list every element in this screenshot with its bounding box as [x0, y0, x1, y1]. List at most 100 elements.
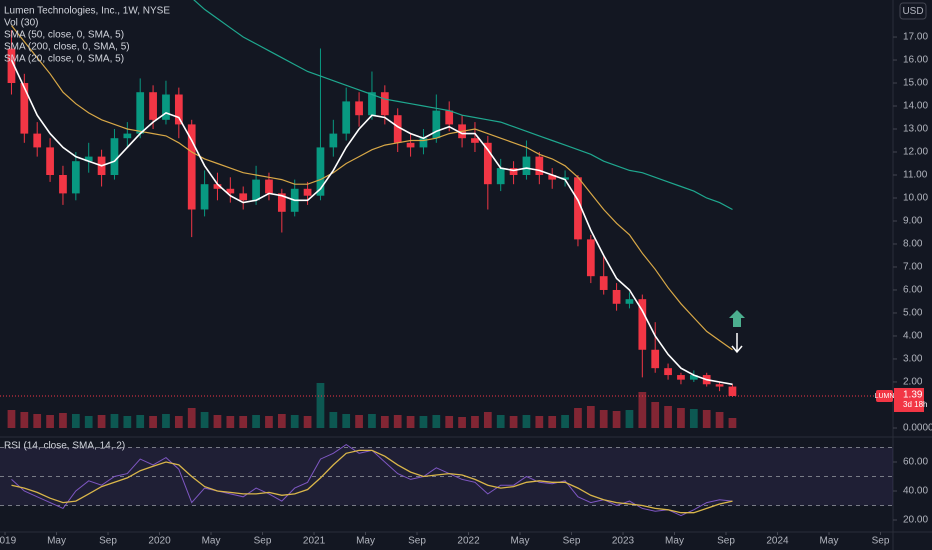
volume-bar	[303, 416, 312, 428]
y2-tick-label: 0.0000	[903, 423, 932, 434]
candle-body	[342, 101, 351, 134]
legend-entry: SMA (20, close, 0, SMA, 5)	[4, 54, 124, 65]
symbol-label: LUMN	[875, 393, 895, 400]
volume-bar	[380, 416, 389, 428]
candle-body	[496, 168, 505, 185]
candle-body	[522, 156, 531, 175]
volume-bar	[200, 412, 209, 428]
candle-body	[664, 368, 672, 376]
candle-body	[136, 92, 145, 134]
volume-bar	[445, 416, 454, 428]
y-tick-label: 9.00	[903, 216, 923, 227]
candle-body	[406, 142, 415, 148]
candle-body	[419, 138, 428, 148]
volume-bar	[677, 408, 685, 428]
candle-body	[33, 133, 42, 148]
y-tick-label: 4.00	[903, 331, 923, 342]
sma-line	[10, 59, 733, 386]
volume-bar	[419, 416, 428, 428]
symbol-tag	[876, 389, 893, 402]
up-arrow[interactable]	[729, 310, 745, 327]
y-tick-label: 7.00	[903, 262, 923, 273]
volume-bar	[290, 415, 299, 428]
volume-bar	[664, 406, 672, 428]
x-tick-label: Sep	[717, 536, 735, 547]
y-tick-label: 13.00	[903, 124, 928, 135]
y-tick-label: 17.00	[903, 32, 928, 43]
candle-body	[123, 133, 132, 139]
y-tick-label: 5.00	[903, 308, 923, 319]
candle-body	[368, 92, 376, 116]
volume-bar	[599, 410, 608, 428]
volume-bar	[728, 418, 737, 428]
x-tick-label: 2022	[457, 536, 480, 547]
volume-bar	[110, 414, 119, 428]
x-tick-label: 2020	[148, 536, 171, 547]
volume-bar	[342, 414, 351, 428]
y-tick-label: 11.00	[903, 170, 928, 181]
candle-body	[7, 48, 16, 84]
candle-body	[471, 138, 479, 143]
rsi-ma-line	[11, 449, 733, 514]
x-tick-label: 2021	[303, 536, 326, 547]
volume-bar	[638, 392, 647, 428]
volume-bar	[651, 402, 660, 428]
candle-body	[638, 299, 647, 350]
price-pane	[7, 0, 737, 428]
volume-bar	[483, 412, 492, 428]
candle-body	[651, 349, 660, 369]
volume-bar	[612, 411, 621, 428]
volume-bar	[458, 417, 466, 428]
candle-body	[316, 147, 325, 196]
candle-body	[432, 110, 441, 139]
volume-bar	[355, 415, 363, 428]
currency: USD	[902, 6, 923, 17]
candle-body	[46, 147, 54, 175]
legend-entry: SMA (50, close, 0, SMA, 5)	[4, 30, 124, 41]
rsi-band	[0, 447, 893, 506]
volume-bar	[393, 415, 402, 428]
candle-body	[586, 239, 595, 277]
volume-bar	[471, 416, 479, 428]
candle-body	[355, 101, 363, 116]
candle-body	[187, 124, 196, 210]
y-tick-label: 8.00	[903, 239, 923, 250]
candle-body	[561, 177, 569, 180]
volume-bar	[522, 415, 531, 428]
volume-bar	[277, 414, 286, 428]
x-tick-label: Sep	[99, 536, 117, 547]
rsi-y-tick-label: 40.00	[903, 486, 928, 497]
rsi-title: RSI (14, close, SMA, 14, 2)	[4, 441, 125, 452]
volume-bar	[406, 416, 415, 428]
currency-box[interactable]	[899, 2, 927, 20]
candle-body	[535, 156, 544, 175]
candle-body	[149, 92, 157, 120]
down-arrow[interactable]	[731, 333, 743, 354]
candle-body	[677, 375, 685, 380]
volume-bar	[432, 415, 441, 428]
volume-bar	[33, 414, 42, 428]
candle-body	[252, 179, 260, 201]
candle-body	[59, 174, 67, 194]
legend-entry: SMA (200, close, 0, SMA, 5)	[4, 42, 130, 53]
candle-body	[303, 188, 312, 196]
volume-bar	[586, 406, 595, 428]
candle-body	[548, 174, 557, 180]
volume-bar	[213, 415, 222, 428]
volume-bar	[702, 410, 711, 428]
volume-bar	[561, 415, 569, 428]
candle-body	[239, 193, 248, 201]
x-tick-label: Sep	[408, 536, 426, 547]
volume-bar	[46, 415, 54, 428]
candle-body	[728, 386, 737, 396]
volume-bar	[689, 409, 698, 428]
volume-bar	[535, 416, 544, 428]
chart-title: Lumen Technologies, Inc., 1W, NYSE	[4, 6, 170, 17]
candle-body	[110, 138, 119, 175]
volume-bar	[20, 412, 29, 428]
candle-body	[599, 276, 608, 290]
candle-body	[329, 133, 338, 148]
volume-bar	[265, 416, 273, 428]
x-tick-label: May	[356, 536, 375, 547]
